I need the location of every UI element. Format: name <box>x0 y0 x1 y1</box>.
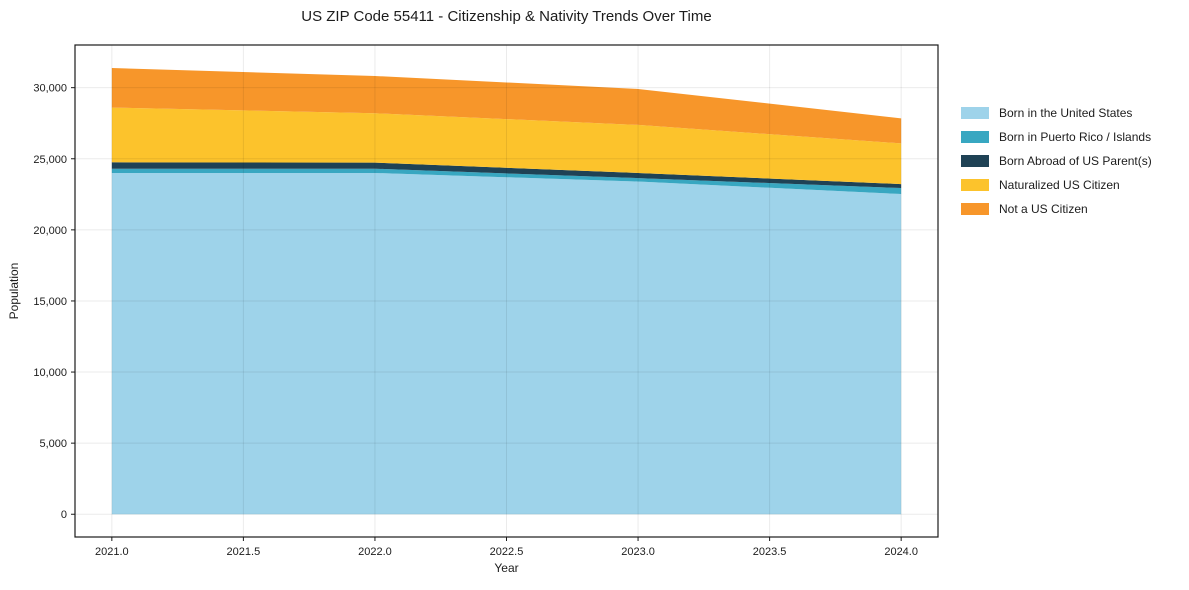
y-tick-label: 30,000 <box>33 83 67 95</box>
x-axis-title: Year <box>494 561 519 575</box>
legend-label: Not a US Citizen <box>999 202 1088 216</box>
legend-item: Born Abroad of US Parent(s) <box>961 149 1152 173</box>
y-tick-label: 25,000 <box>33 154 67 166</box>
area-series-4 <box>111 68 902 144</box>
y-tick-label: 0 <box>61 509 67 521</box>
area-series-3 <box>111 107 902 185</box>
legend-label: Born Abroad of US Parent(s) <box>999 154 1152 168</box>
legend-label: Naturalized US Citizen <box>999 178 1120 192</box>
y-tick-label: 15,000 <box>33 296 67 308</box>
legend-label: Born in Puerto Rico / Islands <box>999 130 1152 144</box>
legend-item: Born in Puerto Rico / Islands <box>961 125 1152 149</box>
y-tick-label: 10,000 <box>33 367 67 379</box>
legend-item: Born in the United States <box>961 101 1152 125</box>
legend-swatch-not-citizen <box>961 203 989 215</box>
x-tick-label: 2022.0 <box>358 546 392 558</box>
x-tick-label: 2021.0 <box>95 546 129 558</box>
x-tick-label: 2021.5 <box>227 546 261 558</box>
legend-swatch-naturalized <box>961 179 989 191</box>
x-tick-label: 2022.5 <box>490 546 524 558</box>
legend-swatch-born-abroad <box>961 155 989 167</box>
legend-label: Born in the United States <box>999 106 1133 120</box>
area-series-2 <box>111 162 902 189</box>
area-series-0 <box>111 172 902 515</box>
legend-swatch-puerto-rico <box>961 131 989 143</box>
x-tick-label: 2023.5 <box>753 546 787 558</box>
y-tick-label: 20,000 <box>33 225 67 237</box>
y-tick-label: 5,000 <box>39 438 67 450</box>
chart-title: US ZIP Code 55411 - Citizenship & Nativi… <box>301 8 712 25</box>
area-series-1 <box>111 168 902 195</box>
legend-swatch-born-in-us <box>961 107 989 119</box>
legend-item: Not a US Citizen <box>961 197 1152 221</box>
y-axis-title: Population <box>7 262 21 320</box>
legend: Born in the United States Born in Puerto… <box>961 101 1152 221</box>
legend-item: Naturalized US Citizen <box>961 173 1152 197</box>
x-tick-label: 2024.0 <box>884 546 918 558</box>
x-tick-label: 2023.0 <box>621 546 655 558</box>
